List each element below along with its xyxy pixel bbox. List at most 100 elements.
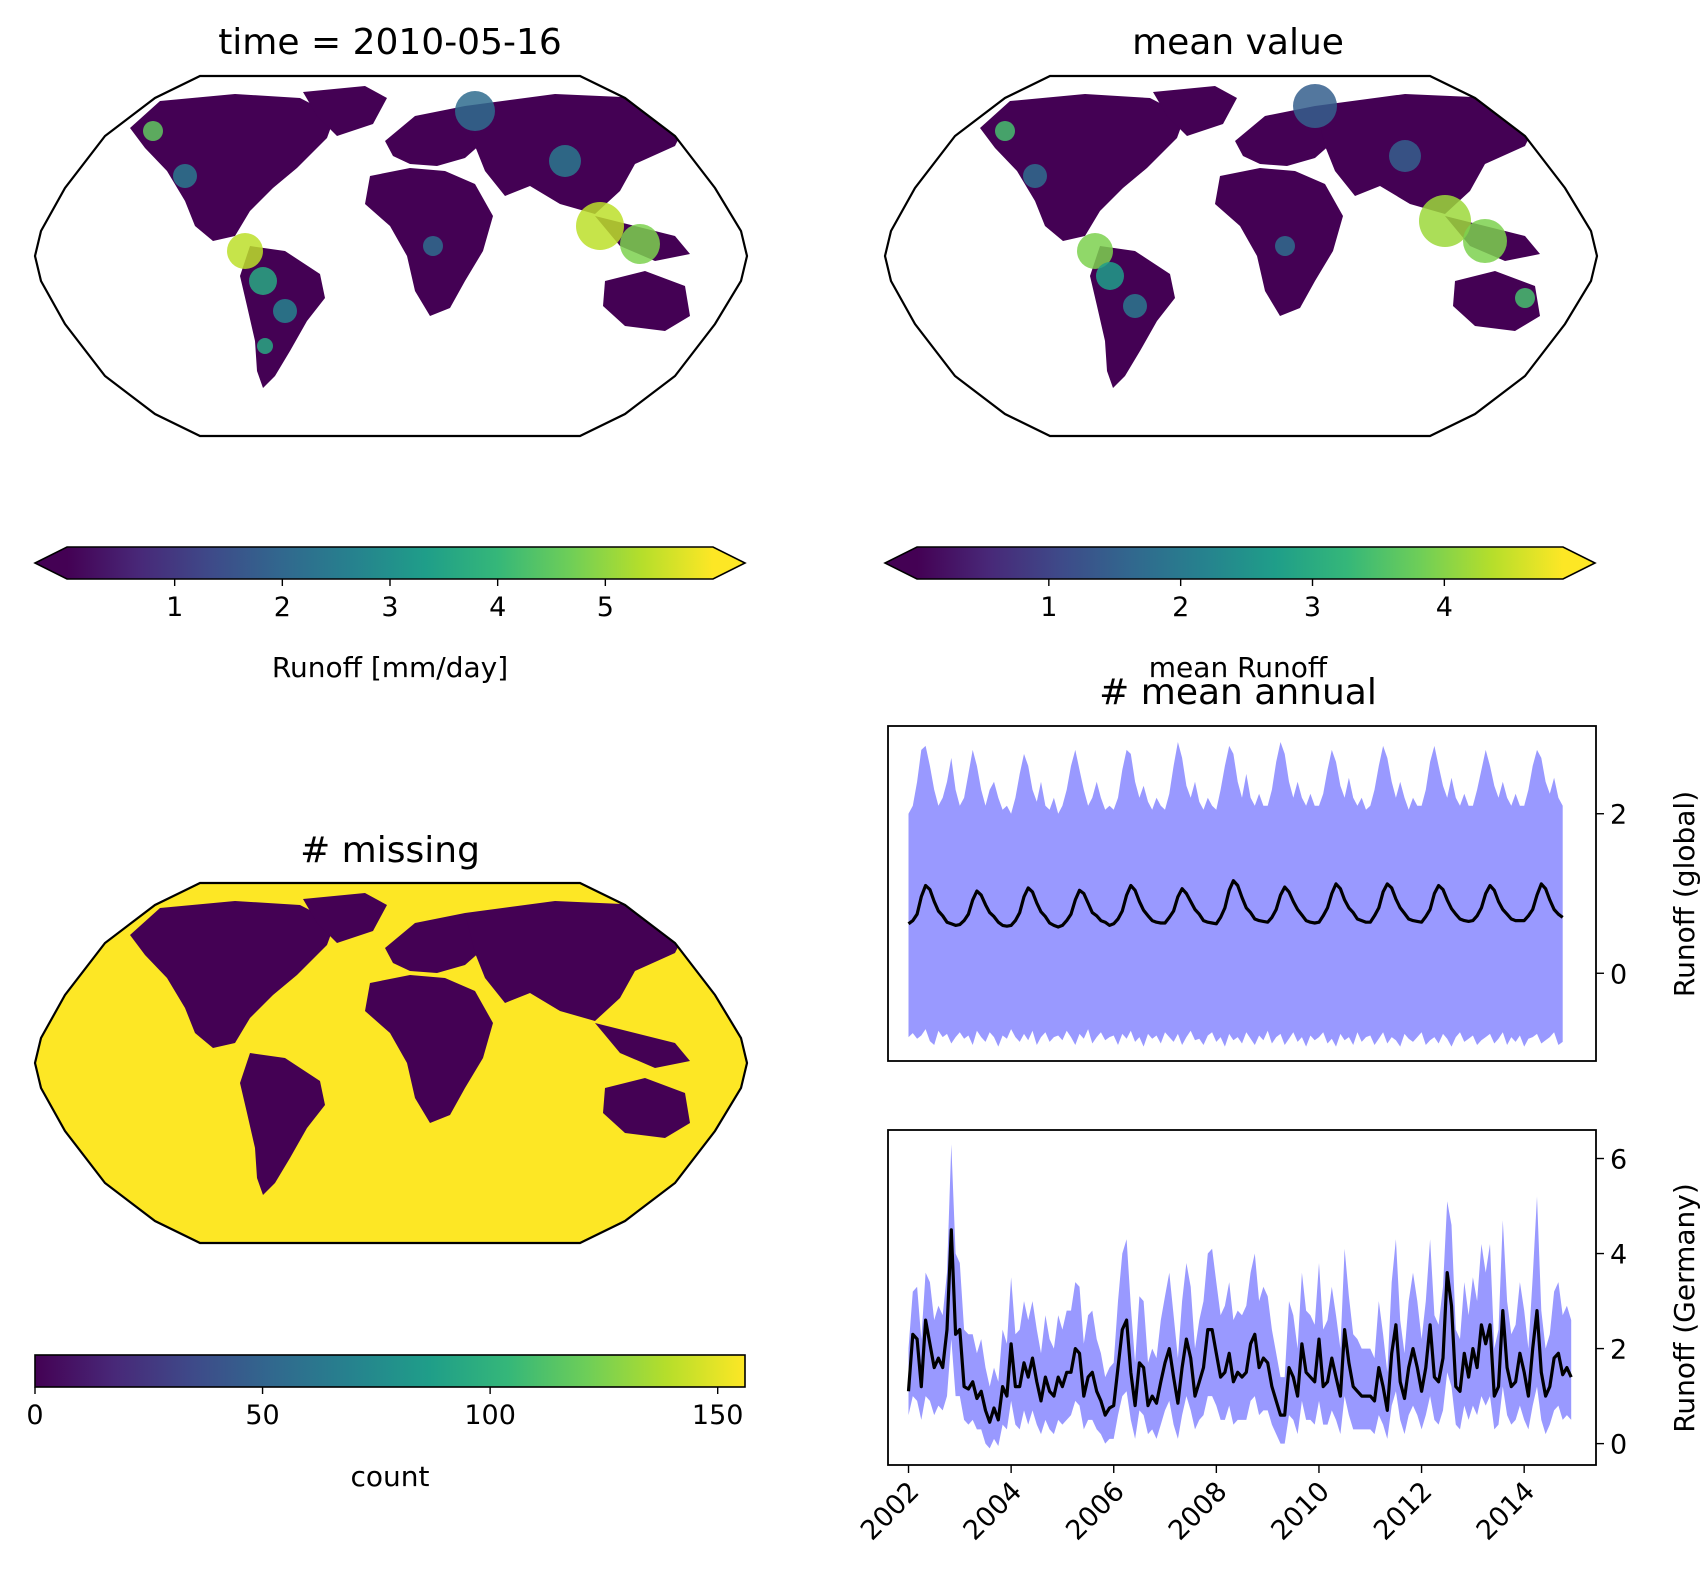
cb2-tick-label: 4 — [1436, 592, 1453, 623]
map2-runoff-patch — [1077, 233, 1113, 269]
cb3-bar — [35, 1355, 745, 1387]
cb1-tick-label: 4 — [489, 592, 506, 623]
map1-runoff-patch — [549, 145, 581, 177]
cb1-tick-label: 5 — [597, 592, 614, 623]
map3-land-northAmerica — [130, 901, 335, 1048]
timeseries-global-title: # mean annual — [1099, 672, 1377, 713]
colorbar-count: count 0 50 100 150 — [26, 1354, 746, 1493]
cb1-bar — [67, 547, 713, 579]
cb3-tick-label: 0 — [26, 1400, 43, 1431]
map3-land-southAmerica — [240, 1053, 325, 1195]
ts2-xtick-label: 2008 — [1163, 1476, 1234, 1547]
map3-content — [35, 883, 747, 1243]
cb1-extend-low — [35, 547, 67, 579]
map2-frame — [883, 74, 1599, 438]
cb2-extend-high — [1563, 547, 1595, 579]
map3-land-greenland — [303, 893, 387, 943]
cb2-bar — [917, 547, 1563, 579]
cb2-outline — [883, 546, 1597, 580]
map2-land-asia — [1315, 94, 1540, 214]
timeseries-global-ylabel: Runoff (global) — [1668, 791, 1701, 997]
ts2-xtick-label: 2014 — [1471, 1476, 1542, 1547]
ts2-spread-band — [908, 1144, 1572, 1449]
colorbar-mean-runoff-label: mean Runoff — [1149, 651, 1328, 684]
map3-title: # missing — [300, 830, 480, 871]
map2-content — [980, 84, 1540, 388]
map2-runoff-patch — [1419, 195, 1471, 247]
map2-runoff-patch — [1293, 84, 1337, 128]
map1-runoff-patch — [273, 299, 297, 323]
ts1-axes-frame — [887, 725, 1597, 1062]
ts1-spread-band — [908, 742, 1563, 1047]
map2-runoff-patch — [995, 121, 1015, 141]
cb1-extend-high — [713, 547, 745, 579]
map1-runoff-patch — [620, 224, 660, 264]
ts2-axes-frame — [887, 1129, 1597, 1466]
map2-runoff-patch — [1096, 262, 1124, 290]
map2-runoff-patch — [1275, 236, 1295, 256]
cb3-tick-label: 100 — [464, 1400, 516, 1431]
map1-runoff-patch — [455, 91, 495, 131]
map1-land-australia — [603, 271, 690, 331]
timeseries-global: # mean annual Runoff (global) 0 2 — [887, 672, 1701, 1062]
cb2-extend-low — [885, 547, 917, 579]
map2-title: mean value — [1132, 22, 1344, 63]
map1-runoff-patch — [227, 233, 263, 269]
map3-land-seAsia — [595, 1023, 690, 1068]
ts2-ytick-label: 6 — [1610, 1145, 1627, 1176]
cb2-tick-label: 1 — [1040, 592, 1057, 623]
cb2-tick-label: 3 — [1304, 592, 1321, 623]
map2-land-greenland — [1153, 86, 1237, 136]
cb1-tick-label: 1 — [166, 592, 183, 623]
ts1-mean-line — [907, 879, 1564, 929]
map1-content — [130, 86, 690, 388]
map1-title: time = 2010-05-16 — [218, 22, 562, 63]
timeseries-germany-ylabel: Runoff (Germany) — [1668, 1183, 1701, 1433]
map1-runoff-patch — [423, 236, 443, 256]
colorbar-count-label: count — [351, 1460, 430, 1493]
ts2-mean-line — [906, 1228, 1573, 1424]
ts1-ytick-label: 0 — [1610, 959, 1627, 990]
map1-land-northAmerica — [130, 94, 335, 241]
map1-frame — [33, 74, 749, 438]
cb3-tick-label: 50 — [245, 1400, 279, 1431]
map-mean-value: mean value — [883, 22, 1599, 438]
map2-land-australia — [1453, 271, 1540, 331]
ts2-xtick-label: 2004 — [958, 1476, 1029, 1547]
map2-land-northAmerica — [980, 94, 1185, 241]
ts2-ytick-label: 2 — [1610, 1335, 1627, 1366]
cb3-outline — [34, 1354, 746, 1388]
cb1-tick-label: 3 — [381, 592, 398, 623]
ts2-ytick-label: 0 — [1610, 1430, 1627, 1461]
map3-land-australia — [603, 1078, 690, 1138]
map2-runoff-patch — [1023, 164, 1047, 188]
map2-runoff-patch — [1463, 219, 1507, 263]
map1-runoff-patch — [143, 121, 163, 141]
map1-land-greenland — [303, 86, 387, 136]
map1-runoff-patch — [173, 164, 197, 188]
ts2-xtick-label: 2002 — [855, 1476, 926, 1547]
ts2-xtick-label: 2010 — [1265, 1476, 1336, 1547]
cb1-tick-label: 2 — [274, 592, 291, 623]
map3-frame — [33, 881, 749, 1245]
ts2-xtick-label: 2006 — [1060, 1476, 1131, 1547]
map-missing-count: # missing — [33, 830, 749, 1245]
ts2-ytick-label: 4 — [1610, 1240, 1627, 1271]
map3-land-africa — [365, 975, 493, 1123]
cb3-tick-label: 150 — [692, 1400, 744, 1431]
map1-runoff-patch — [576, 202, 624, 250]
cb1-outline — [33, 546, 747, 580]
map-runoff-2010-05-16: time = 2010-05-16 — [33, 22, 749, 438]
timeseries-germany: Runoff (Germany) 0 2 4 6 2002 2004 2006 2008 201… — [855, 1129, 1701, 1547]
map3-land-asia — [465, 901, 690, 1021]
ts1-ytick-label: 2 — [1610, 800, 1627, 831]
cb2-tick-label: 2 — [1172, 592, 1189, 623]
colorbar-runoff: Runoff [mm/day] 1 2 3 4 5 — [33, 546, 747, 684]
map1-runoff-patch — [257, 338, 273, 354]
map2-runoff-patch — [1123, 294, 1147, 318]
ts2-xtick-label: 2012 — [1368, 1476, 1439, 1547]
colorbar-runoff-label: Runoff [mm/day] — [272, 651, 508, 684]
map2-runoff-patch — [1515, 288, 1535, 308]
map2-runoff-patch — [1389, 140, 1421, 172]
